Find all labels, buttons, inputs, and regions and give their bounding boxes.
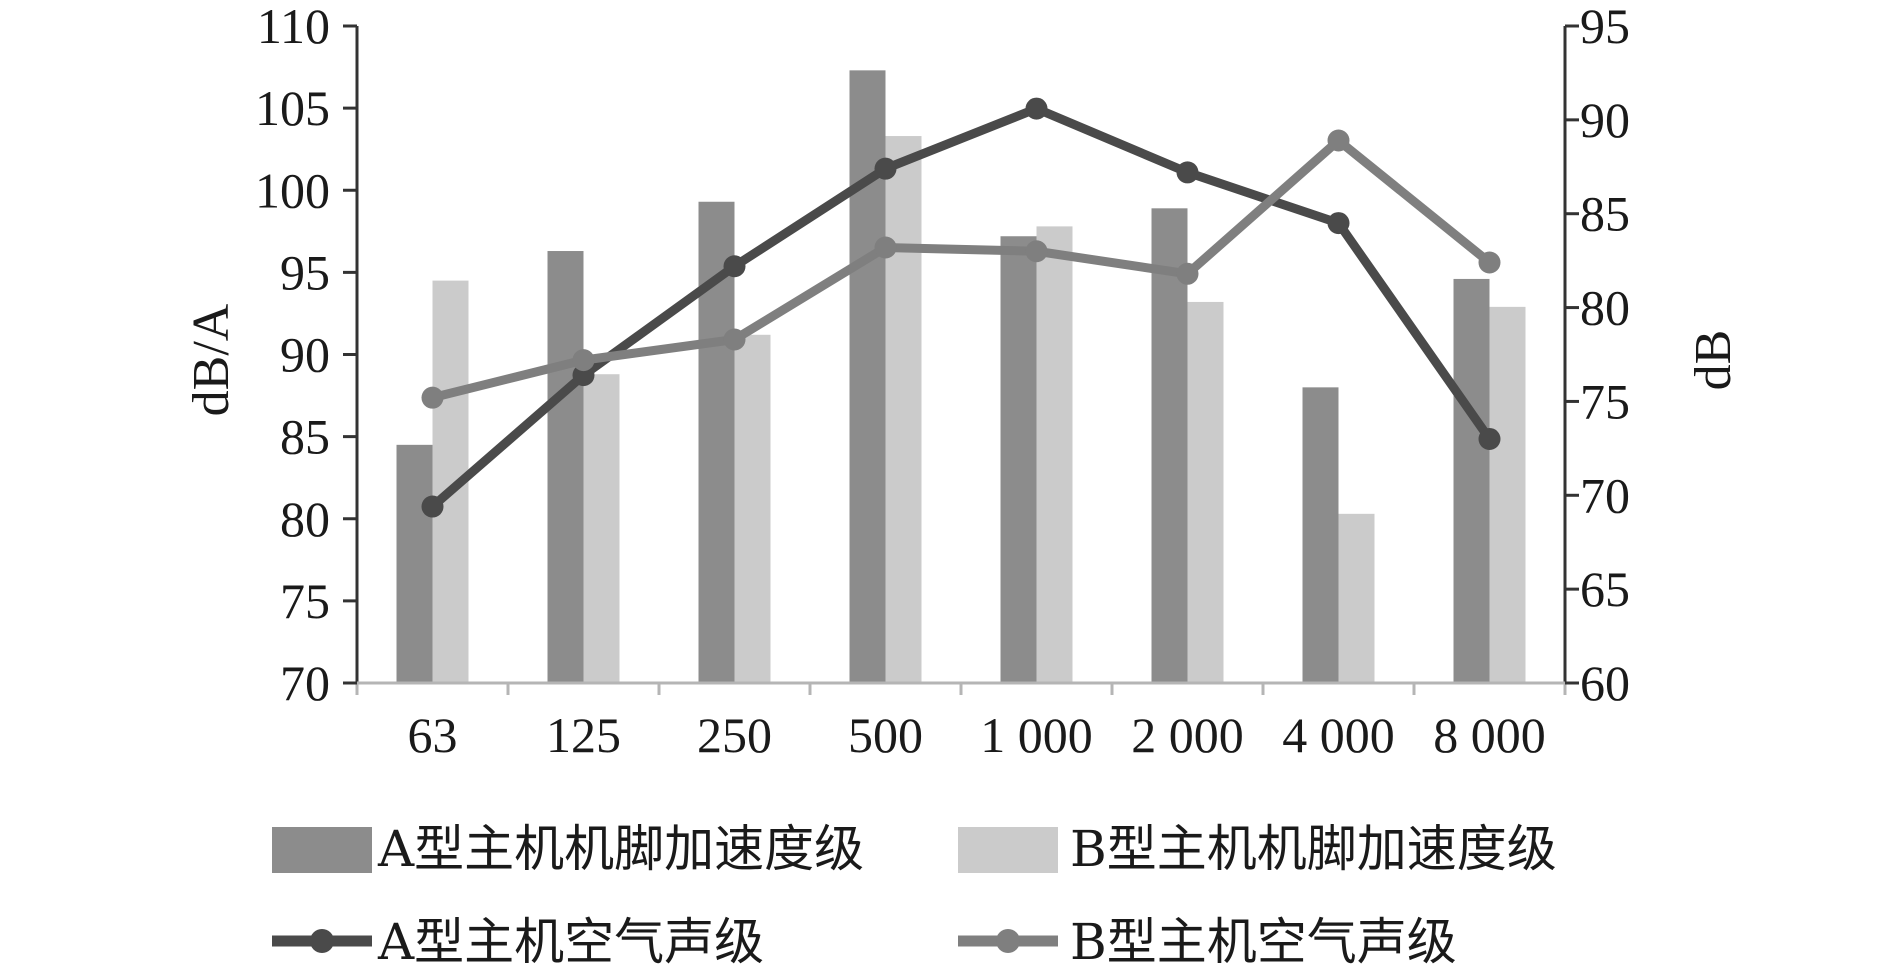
point-series-0-3 <box>874 157 897 180</box>
point-series-0-2 <box>723 255 746 278</box>
bar-series-0-4 <box>1000 236 1037 684</box>
point-series-0-7 <box>1478 427 1501 450</box>
x-tick-label: 63 <box>408 707 458 763</box>
y-left-title: dB/A <box>183 303 240 416</box>
y-right-title: dB <box>1685 330 1742 391</box>
point-series-1-5 <box>1176 262 1199 285</box>
point-series-1-4 <box>1025 240 1048 263</box>
bar-series-0-6 <box>1302 387 1339 683</box>
y-left-tick-label: 105 <box>255 80 330 136</box>
point-series-1-0 <box>421 386 444 409</box>
y-right-tick-label: 65 <box>1580 561 1630 617</box>
y-right-tick-label: 70 <box>1580 467 1630 523</box>
bar-series-0-0 <box>396 444 433 683</box>
point-series-0-5 <box>1176 161 1199 184</box>
y-left-tick-label: 85 <box>280 409 330 465</box>
bar-series-1-2 <box>734 334 771 683</box>
legend-swatch-a-bar <box>272 827 372 873</box>
point-series-1-3 <box>874 236 897 259</box>
bars-layer <box>396 70 1526 684</box>
legend: A型主机机脚加速度级 B型主机机脚加速度级 A型主机空气声级 B型主机空气声级 <box>272 820 1557 969</box>
x-tick-label: 250 <box>697 707 772 763</box>
legend-swatch-b-bar <box>958 827 1058 873</box>
bar-series-0-1 <box>547 251 584 683</box>
point-series-0-4 <box>1025 97 1048 120</box>
y-left-tick-label: 95 <box>280 244 330 300</box>
x-tick-label: 500 <box>848 707 923 763</box>
legend-marker-a-line <box>310 929 334 953</box>
bar-series-1-4 <box>1036 226 1073 683</box>
point-series-0-0 <box>421 495 444 518</box>
point-series-1-6 <box>1327 129 1350 152</box>
bar-series-1-1 <box>583 374 620 683</box>
line-series-1 <box>431 136 1493 403</box>
x-tick-label: 2 000 <box>1131 707 1244 763</box>
bar-series-1-5 <box>1187 301 1224 683</box>
point-series-1-2 <box>723 328 746 351</box>
legend-marker-b-line <box>996 929 1020 953</box>
x-tick-label: 125 <box>546 707 621 763</box>
point-series-1-1 <box>572 349 595 372</box>
y-left-tick-label: 110 <box>257 0 330 54</box>
bar-series-1-7 <box>1489 306 1526 683</box>
legend-label-b-bar: B型主机机脚加速度级 <box>1070 820 1557 878</box>
bar-series-1-6 <box>1338 513 1375 683</box>
legend-label-a-line: A型主机空气声级 <box>377 913 764 969</box>
y-left-tick-label: 75 <box>280 573 330 629</box>
legend-label-b-line: B型主机空气声级 <box>1070 913 1457 969</box>
y-left-tick-label: 80 <box>280 491 330 547</box>
legend-label-a-bar: A型主机机脚加速度级 <box>377 820 864 878</box>
lines-layer <box>421 97 1501 518</box>
y-right-tick-label: 85 <box>1580 186 1630 242</box>
bar-series-1-3 <box>885 136 922 684</box>
point-series-0-6 <box>1327 212 1350 235</box>
y-right-tick-label: 75 <box>1580 373 1630 429</box>
y-right-tick-label: 95 <box>1580 0 1630 54</box>
bar-series-0-5 <box>1151 208 1188 683</box>
x-tick-label: 8 000 <box>1433 707 1546 763</box>
y-left-tick-label: 70 <box>280 655 330 711</box>
x-tick-label: 4 000 <box>1282 707 1395 763</box>
bar-series-0-7 <box>1453 278 1490 683</box>
y-left-tick-label: 100 <box>255 162 330 218</box>
y-right-tick-label: 90 <box>1580 92 1630 148</box>
y-right-tick-label: 60 <box>1580 655 1630 711</box>
point-series-1-7 <box>1478 251 1501 274</box>
axes-layer: 63 125 250 500 1 000 2 000 4 000 8 000 70 75 80 85 9… <box>255 0 1630 763</box>
y-left-tick-label: 90 <box>280 327 330 383</box>
y-right-tick-label: 80 <box>1580 280 1630 336</box>
x-tick-label: 1 000 <box>980 707 1093 763</box>
